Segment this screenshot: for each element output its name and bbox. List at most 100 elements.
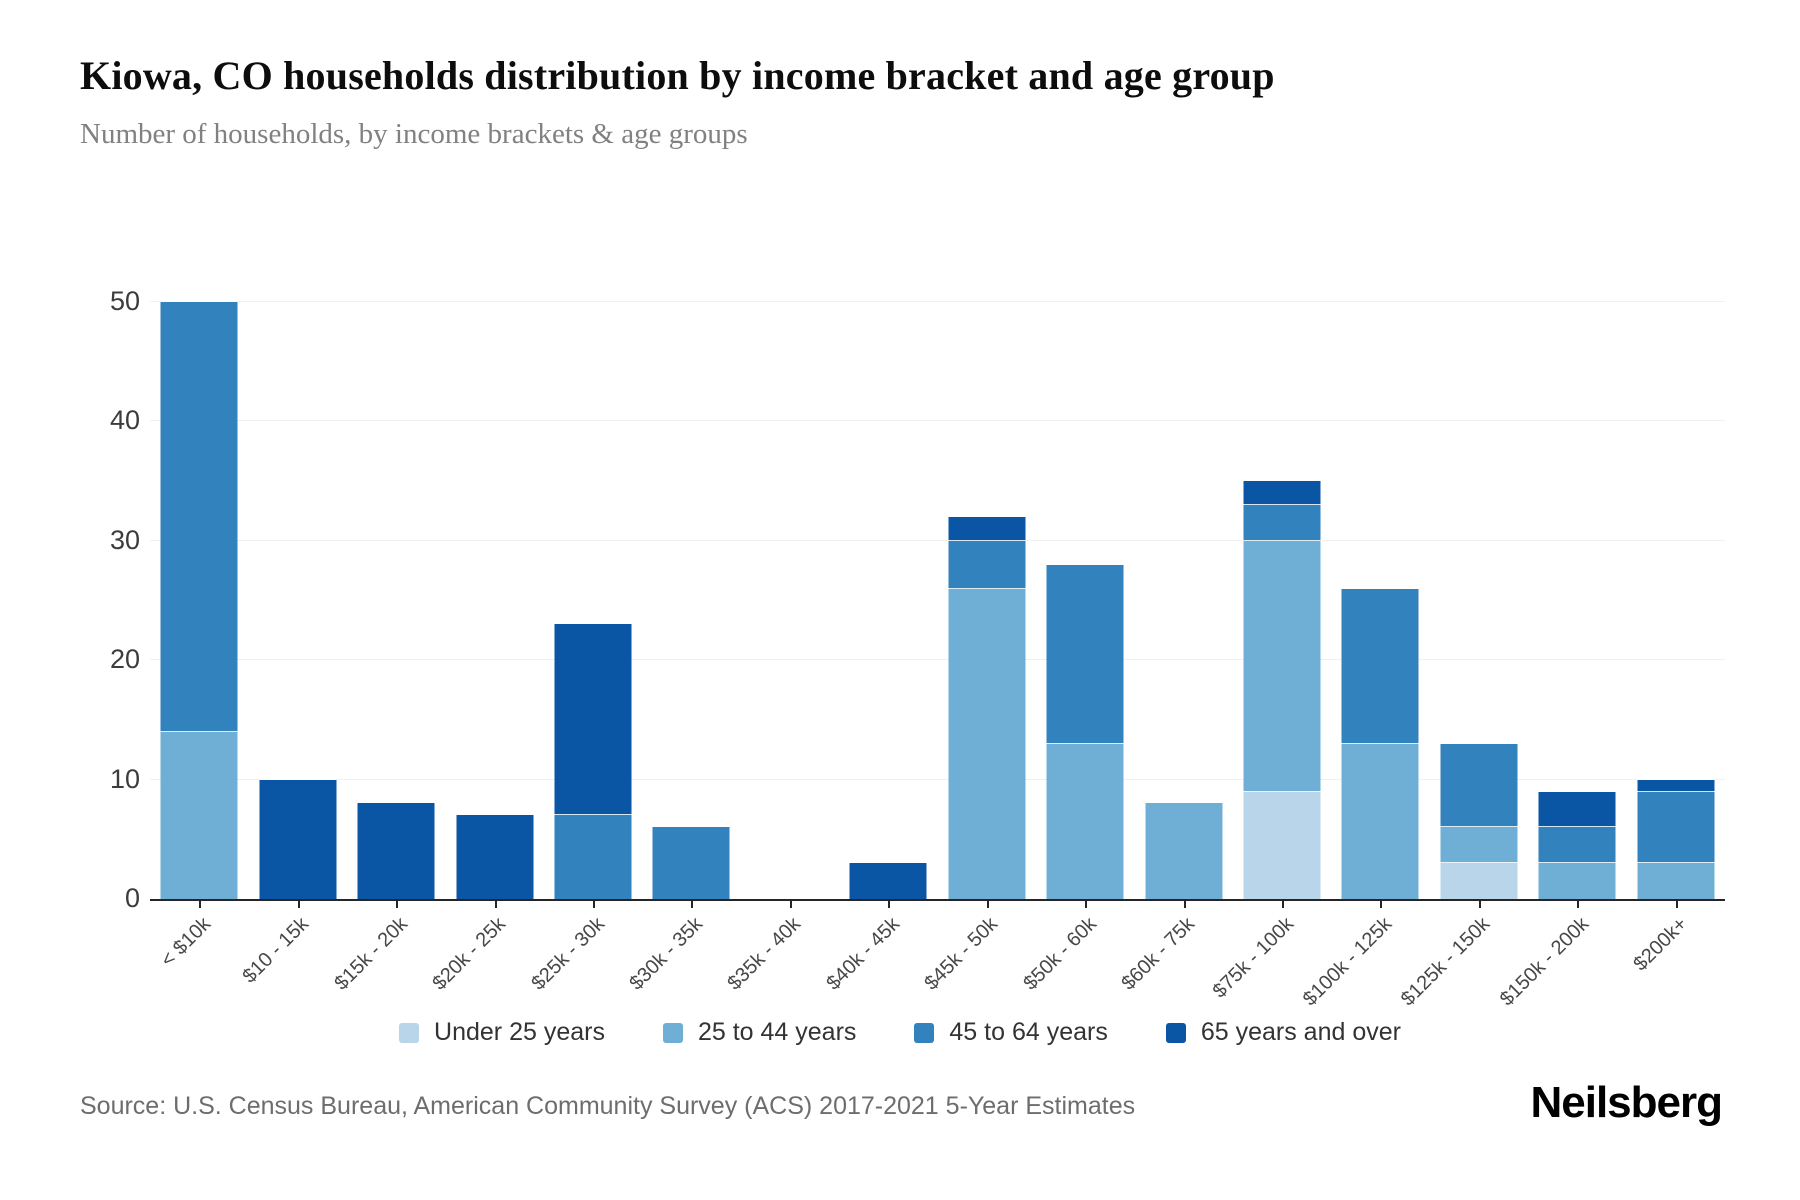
bar-segment: [948, 588, 1026, 899]
x-axis-tick: [691, 901, 694, 908]
category-slot: $45k - 50k: [921, 302, 1036, 995]
stacked-bar: [160, 302, 238, 899]
category-slot: $30k - 35k: [625, 302, 740, 995]
bar-segment: [1637, 863, 1715, 899]
legend-item: 65 years and over: [1165, 1018, 1401, 1047]
x-axis-tick: [297, 901, 300, 908]
bar-segment: [259, 779, 337, 899]
gridline: [150, 420, 1725, 422]
category-slot: $200k+: [1627, 302, 1725, 975]
stacked-bar: [357, 803, 435, 899]
source-note: Source: U.S. Census Bureau, American Com…: [80, 1092, 1136, 1120]
x-axis-label: $35k - 40k: [723, 913, 806, 995]
bar-segment: [1538, 863, 1616, 899]
x-axis-tick: [888, 901, 891, 908]
x-axis-tick: [1675, 901, 1678, 908]
stacked-bar: [456, 815, 534, 899]
gridline: [150, 659, 1725, 661]
legend-label: 65 years and over: [1200, 1018, 1401, 1046]
bar-segment: [357, 803, 435, 899]
legend-swatch: [662, 1022, 683, 1043]
x-axis-tick: [1085, 901, 1088, 908]
x-axis-label: $100k - 125k: [1298, 913, 1397, 1011]
x-axis-tick: [494, 901, 497, 908]
legend: Under 25 years 25 to 44 years 45 to 64 yea…: [0, 1018, 1800, 1047]
bar-segment: [1145, 803, 1223, 899]
stacked-bar: [1145, 803, 1223, 899]
bar-segment: [160, 731, 238, 899]
bar-segment: [1637, 791, 1715, 864]
category-slot: $10 - 15k: [239, 302, 346, 988]
category-slot: $60k - 75k: [1118, 302, 1232, 995]
x-axis-tick: [1577, 901, 1580, 908]
x-axis-tick: [592, 901, 595, 908]
bar-segment: [948, 516, 1026, 541]
category-slot: $150k - 200k: [1496, 302, 1626, 1010]
legend-swatch: [914, 1022, 935, 1043]
page-title: Kiowa, CO households distribution by inc…: [80, 53, 1275, 98]
legend-item: 45 to 64 years: [914, 1018, 1108, 1047]
x-axis-tick: [396, 901, 399, 908]
bar-segment: [1243, 505, 1321, 541]
bar-segment: [554, 624, 632, 816]
stacked-bar: [652, 827, 730, 899]
stacked-bar: [554, 624, 632, 899]
x-axis-label: $20k - 25k: [428, 913, 511, 995]
gridline: [150, 539, 1725, 541]
legend-item: Under 25 years: [399, 1018, 605, 1047]
stacked-bar: [1538, 791, 1616, 899]
gridline: [150, 301, 1725, 302]
x-axis-label: $200k+: [1628, 913, 1692, 976]
y-axis-tick-label: 20: [109, 644, 140, 675]
bar-segment: [1538, 791, 1616, 828]
category-slot: $50k - 60k: [1019, 302, 1134, 995]
x-axis-label: $25k - 30k: [526, 913, 609, 995]
bar-segment: [1440, 863, 1518, 899]
category-slot: < $10k: [150, 302, 248, 971]
legend-swatch: [1165, 1022, 1186, 1043]
x-axis-label: $150k - 200k: [1495, 913, 1593, 1011]
x-axis-tick: [1282, 901, 1285, 908]
bar-segment: [554, 815, 632, 899]
category-slot: $35k - 40k: [724, 302, 839, 995]
legend-item: 25 to 44 years: [662, 1018, 856, 1047]
y-axis-tick-label: 10: [109, 763, 140, 794]
x-axis-label: $50k - 60k: [1019, 913, 1101, 995]
x-axis-tick: [789, 901, 792, 908]
bar-segment: [652, 827, 730, 899]
gridline: [150, 778, 1725, 780]
bar-segment: [1440, 827, 1518, 864]
y-axis-tick-label: 50: [109, 286, 140, 316]
x-axis-label: $10 - 15k: [238, 913, 314, 988]
category-slot: $20k - 25k: [428, 302, 543, 995]
page-subtitle: Number of households, by income brackets…: [80, 118, 748, 150]
x-axis-tick: [1380, 901, 1383, 908]
bar-segment: [948, 540, 1026, 589]
stacked-bar: [1046, 564, 1124, 899]
bar-segment: [456, 815, 534, 899]
bar-segment: [1341, 743, 1419, 899]
y-axis-tick-label: 40: [109, 405, 140, 436]
bar-segment: [1440, 743, 1518, 828]
bar-segment: [160, 302, 238, 732]
x-axis-tick: [986, 901, 989, 908]
category-slot: $75k - 100k: [1208, 302, 1331, 1002]
bar-segment: [1637, 779, 1715, 792]
bar-segment: [1243, 481, 1321, 505]
x-axis-label: $45k - 50k: [920, 913, 1003, 995]
stacked-bar: [1440, 743, 1518, 899]
category-slot: $100k - 125k: [1299, 302, 1429, 1010]
stacked-bar: [1243, 481, 1321, 899]
x-axis-label: $15k - 20k: [330, 913, 412, 995]
bar-segment: [1046, 743, 1124, 899]
bar-segment: [1243, 791, 1321, 899]
x-axis-label: $75k - 100k: [1208, 913, 1298, 1003]
x-axis-label: $30k - 35k: [625, 913, 707, 995]
category-slot: $25k - 30k: [527, 302, 642, 995]
category-slot: $125k - 150k: [1397, 302, 1528, 1010]
y-axis-tick-label: 30: [109, 524, 140, 555]
category-slot: $40k - 45k: [822, 302, 937, 995]
stacked-bar: [259, 779, 337, 899]
legend-label: Under 25 years: [434, 1018, 605, 1046]
